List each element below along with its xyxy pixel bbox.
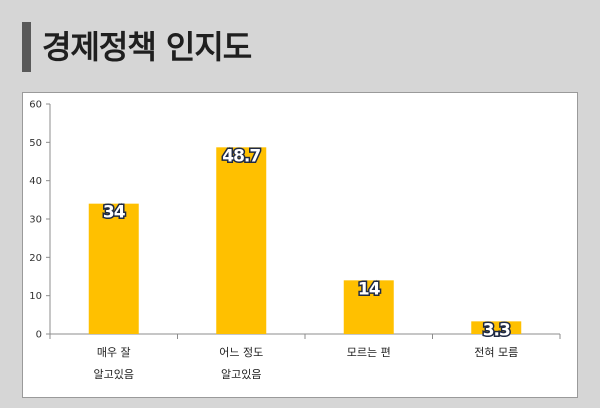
category-label: 알고있음: [94, 367, 134, 381]
data-label: 34: [103, 203, 126, 223]
y-tick-label: 10: [29, 291, 42, 302]
bar: [88, 203, 139, 334]
data-label: 48.7: [222, 146, 260, 166]
data-label: 3.3: [483, 320, 510, 340]
data-label: 14: [358, 279, 381, 299]
y-tick-label: 20: [29, 253, 42, 264]
bar: [216, 147, 267, 334]
category-label: 전혀 모름: [474, 346, 518, 359]
chart-bars: [88, 147, 522, 334]
y-tick-label: 0: [36, 330, 42, 341]
category-label: 매우 잘: [97, 346, 131, 359]
y-tick-label: 30: [29, 215, 42, 226]
title-accent-bar: [22, 22, 31, 72]
category-label: 알고있음: [221, 367, 261, 381]
category-label: 어느 정도: [219, 346, 263, 359]
page-title: 경제정책 인지도: [42, 28, 252, 66]
bar: [471, 321, 522, 334]
bar: [343, 280, 394, 334]
y-tick-label: 40: [29, 176, 42, 187]
y-tick-label: 60: [29, 100, 42, 111]
category-label: 모르는 편: [347, 346, 391, 359]
y-tick-label: 50: [29, 138, 42, 149]
